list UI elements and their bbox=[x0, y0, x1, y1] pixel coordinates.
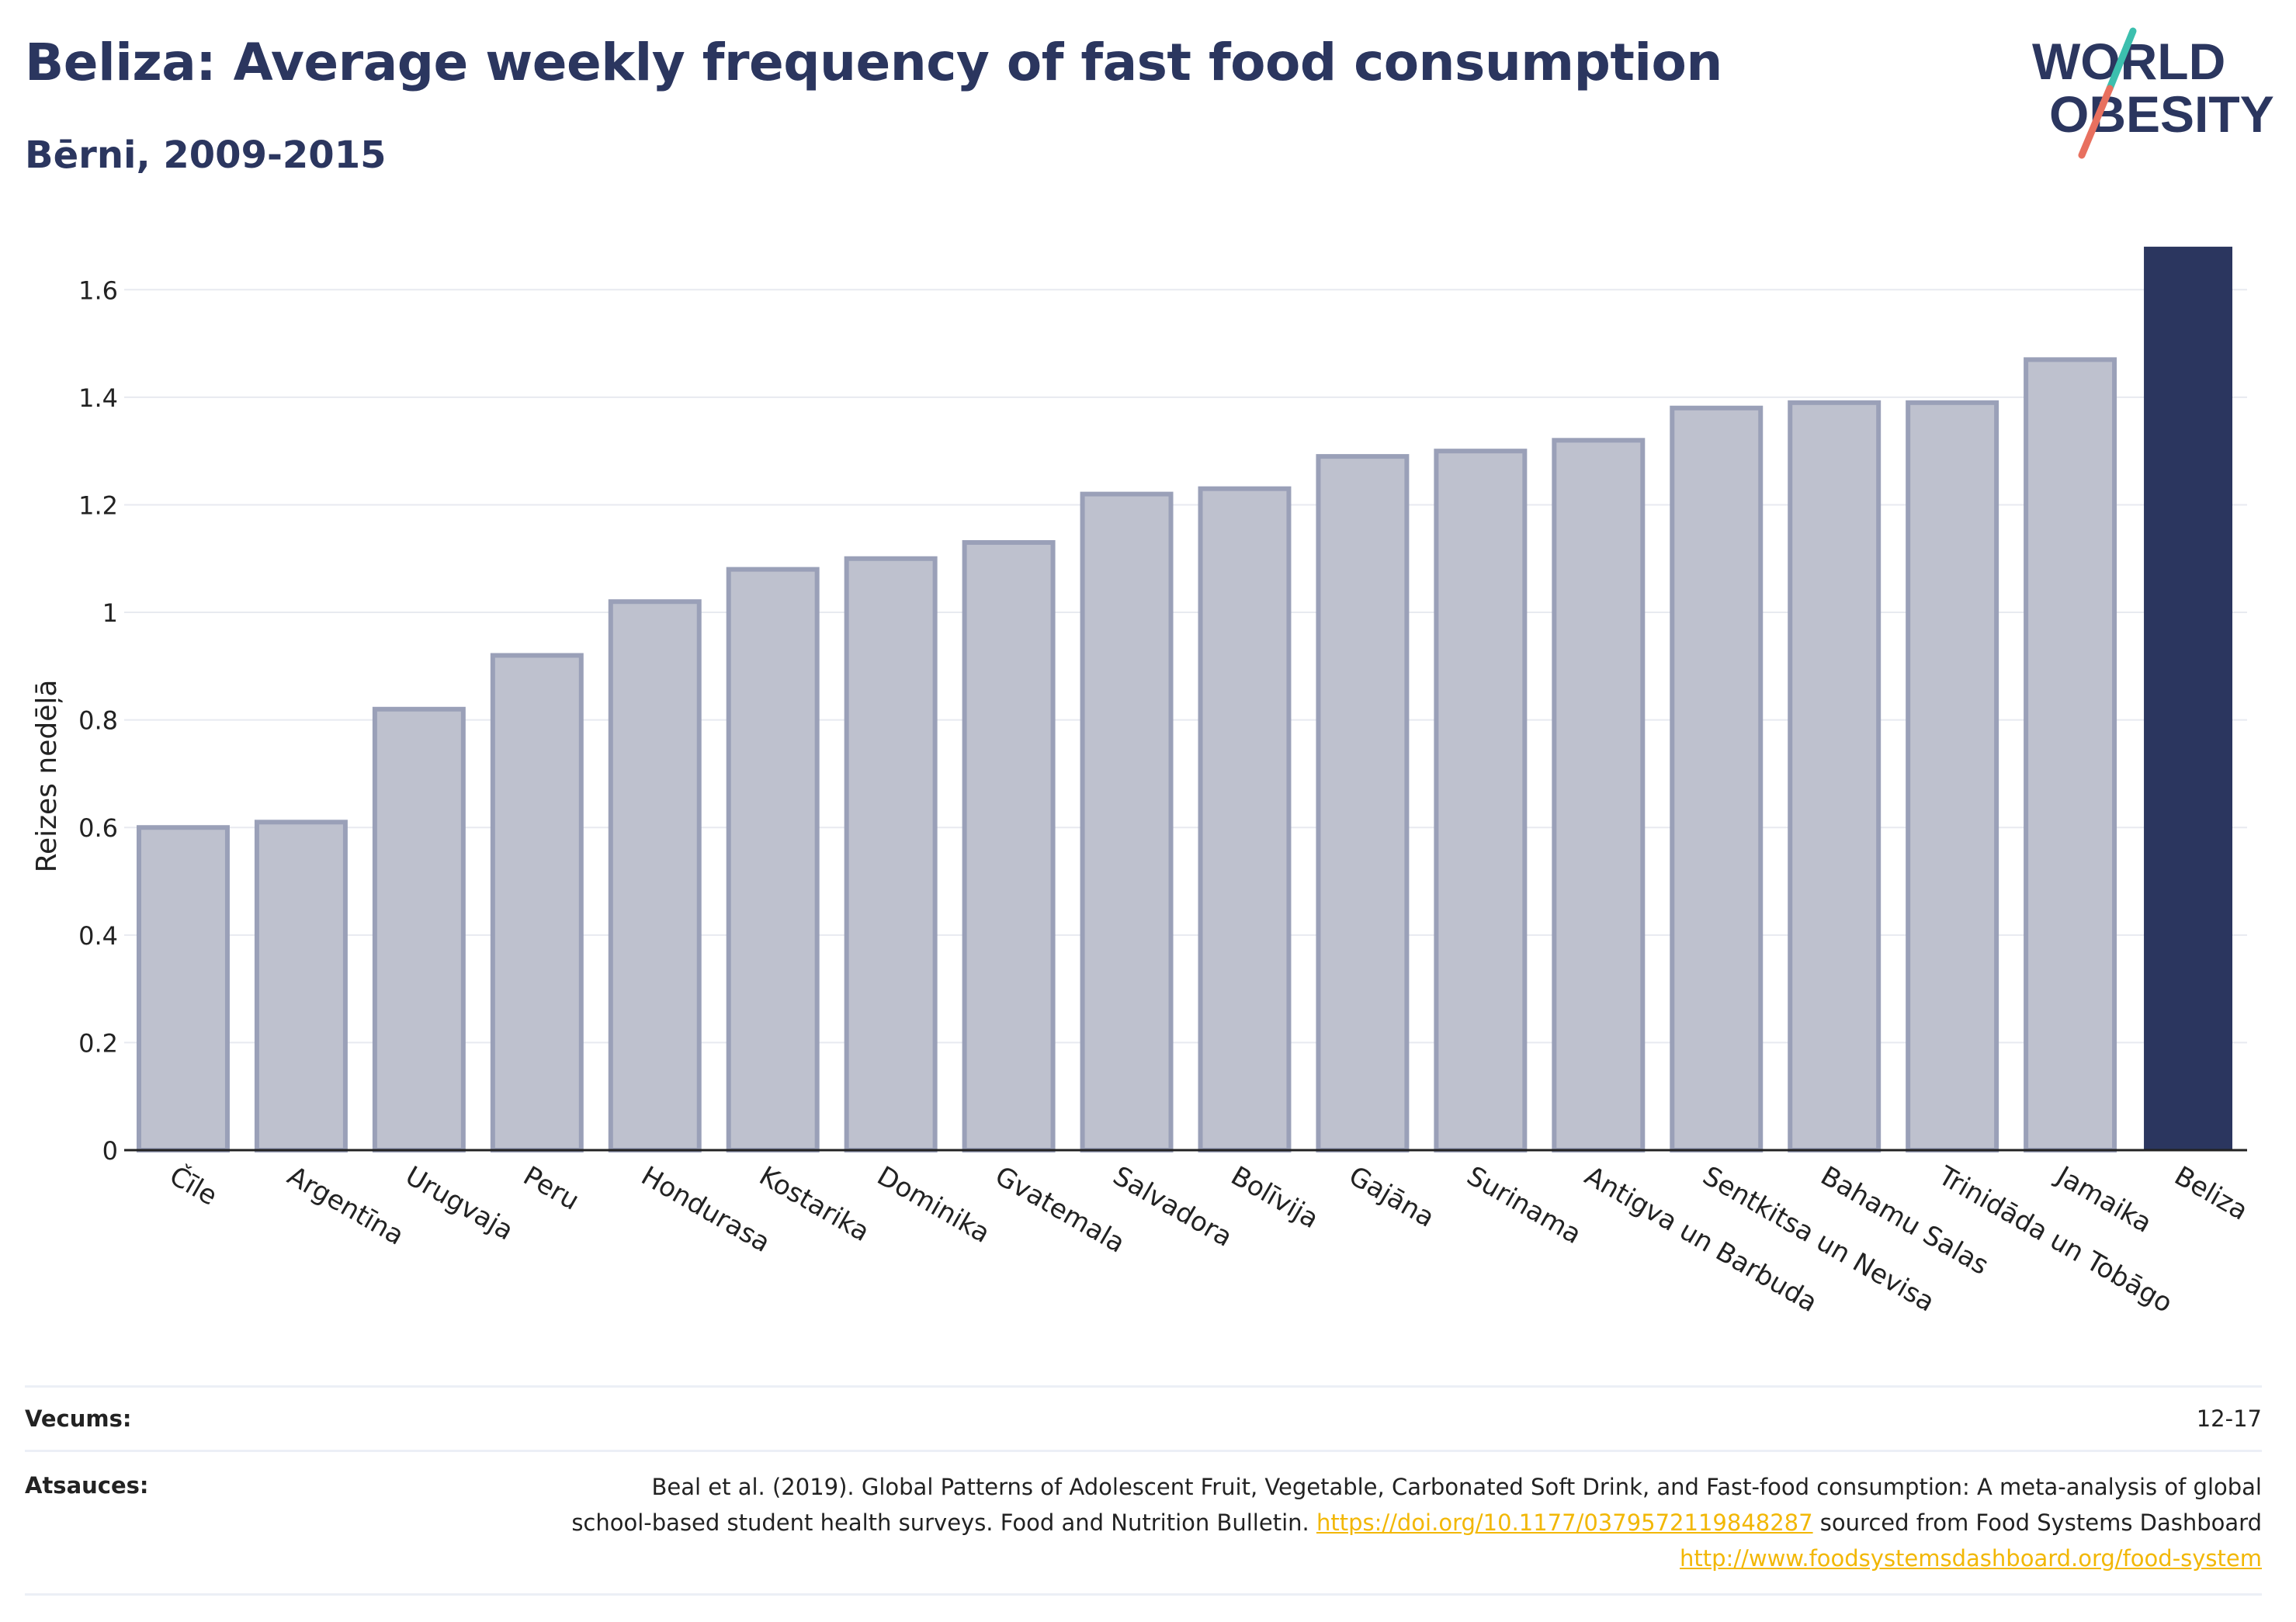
bar-bolīvija bbox=[1198, 486, 1292, 1152]
y-tick-label: 0.8 bbox=[78, 706, 118, 736]
y-tick-label: 1.2 bbox=[78, 490, 118, 520]
bar-čīle bbox=[136, 825, 230, 1152]
bar-bahamu-salas bbox=[1788, 400, 1882, 1152]
bar-gajāna bbox=[1316, 454, 1410, 1152]
x-tick-label: Surinama bbox=[1462, 1160, 1587, 1250]
bar-beliza bbox=[2144, 246, 2233, 1150]
bar-sentkitsa-un-nevisa bbox=[1670, 405, 1764, 1153]
bar-gvatemala bbox=[962, 539, 1056, 1153]
bar-urugvaja bbox=[372, 706, 466, 1152]
chart-subtitle: Bērni, 2009-2015 bbox=[25, 133, 387, 177]
y-tick-label: 1.4 bbox=[78, 383, 118, 413]
dashboard-link[interactable]: http://www.foodsystemsdashboard.org/food… bbox=[1680, 1545, 2262, 1572]
sources-text: Beal et al. (2019). Global Patterns of A… bbox=[570, 1469, 2262, 1576]
x-tick-label: Peru bbox=[518, 1160, 584, 1217]
sources-label: Atsauces: bbox=[25, 1472, 149, 1499]
y-tick-label: 1.6 bbox=[78, 276, 118, 305]
y-tick-label: 0.2 bbox=[78, 1028, 118, 1058]
x-tick-label: Čīle bbox=[164, 1159, 223, 1211]
age-value: 12-17 bbox=[2196, 1405, 2262, 1432]
x-tick-label: Urugvaja bbox=[400, 1160, 519, 1246]
sources-citation: Beal et al. (2019). Global Patterns of A… bbox=[571, 1474, 2262, 1536]
logo-slash-teal bbox=[2106, 27, 2137, 92]
age-row: Vecums: 12-17 bbox=[25, 1385, 2262, 1450]
x-tick-label: Hondurasa bbox=[636, 1160, 775, 1259]
bar-surinama bbox=[1434, 449, 1528, 1153]
bar-chart: 0 0.2 0.4 0.6 0.8 1 1.2 1.4 1.6 Čīle ArgentīnaUrug… bbox=[31, 246, 2253, 1319]
bar-kostarika bbox=[726, 567, 820, 1152]
bar-dominika bbox=[844, 556, 938, 1152]
x-tick-label: Gajāna bbox=[1344, 1160, 1440, 1234]
logo-slash-coral bbox=[2078, 85, 2114, 159]
x-tick-label: Dominika bbox=[872, 1160, 995, 1249]
x-tick-label: Bolīvija bbox=[1226, 1160, 1323, 1235]
x-tick-label: Beliza bbox=[2169, 1160, 2253, 1227]
bar-argentīna bbox=[254, 820, 348, 1153]
y-tick-label: 0.4 bbox=[78, 921, 118, 951]
x-tick-label: Argentīna bbox=[282, 1160, 409, 1252]
world-obesity-logo: WORLD OBESITY bbox=[2032, 27, 2274, 159]
bar-jamaika bbox=[2024, 357, 2117, 1152]
chart-title: Beliza: Average weekly frequency of fast… bbox=[25, 33, 1722, 92]
logo-word-obesity: OBESITY bbox=[2049, 85, 2274, 143]
sources-sourced-from: sourced from Food Systems Dashboard bbox=[1812, 1509, 2262, 1536]
bar-peru bbox=[490, 653, 584, 1152]
bar-trinidāda-un-tobāgo bbox=[1906, 400, 1999, 1152]
age-label: Vecums: bbox=[25, 1405, 132, 1432]
y-tick-label: 0.6 bbox=[78, 813, 118, 843]
sources-row: Atsauces: Beal et al. (2019). Global Pat… bbox=[25, 1450, 2262, 1596]
bar-hondurasa bbox=[608, 599, 702, 1152]
chart-footer: Vecums: 12-17 Atsauces: Beal et al. (201… bbox=[25, 1385, 2262, 1596]
x-tick-label: Salvadora bbox=[1108, 1160, 1237, 1253]
x-tick-label: Gvatemala bbox=[990, 1160, 1130, 1260]
y-tick-label: 0 bbox=[102, 1136, 118, 1166]
y-tick-label: 1 bbox=[102, 598, 118, 628]
bar-salvadora bbox=[1080, 491, 1174, 1152]
y-axis-label: Reizes nedēļā bbox=[31, 680, 63, 873]
doi-link[interactable]: https://doi.org/10.1177/0379572119848287 bbox=[1316, 1509, 1813, 1536]
bar-antigva-un-barbuda bbox=[1552, 438, 1646, 1153]
